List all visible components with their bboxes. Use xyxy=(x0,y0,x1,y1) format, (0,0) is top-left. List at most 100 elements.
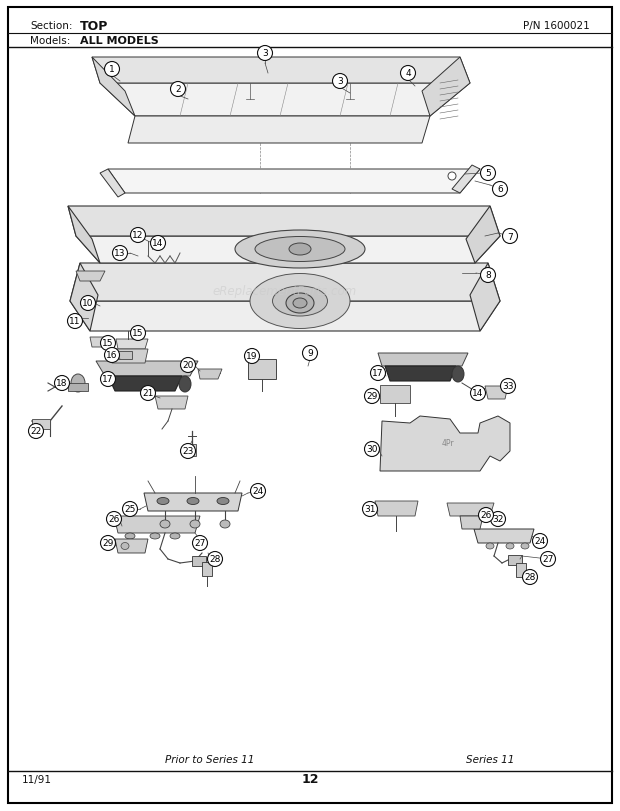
Circle shape xyxy=(170,83,185,97)
Circle shape xyxy=(55,376,69,391)
Text: 9: 9 xyxy=(307,349,313,358)
Text: 28: 28 xyxy=(210,555,221,564)
Text: 14: 14 xyxy=(472,389,484,398)
Ellipse shape xyxy=(235,230,365,268)
Circle shape xyxy=(130,228,146,243)
Polygon shape xyxy=(385,367,456,381)
Circle shape xyxy=(365,442,379,457)
Circle shape xyxy=(123,502,138,517)
Ellipse shape xyxy=(452,367,464,383)
Circle shape xyxy=(533,534,547,549)
Bar xyxy=(202,562,212,577)
Polygon shape xyxy=(198,370,222,380)
Circle shape xyxy=(363,502,378,517)
Text: 4Pr: 4Pr xyxy=(441,439,454,448)
Circle shape xyxy=(192,536,208,551)
Circle shape xyxy=(479,508,494,523)
Text: 29: 29 xyxy=(366,392,378,401)
Circle shape xyxy=(107,512,122,527)
Text: 32: 32 xyxy=(492,515,503,524)
Ellipse shape xyxy=(217,498,229,505)
Text: 3: 3 xyxy=(262,49,268,58)
Ellipse shape xyxy=(255,237,345,262)
Text: 33: 33 xyxy=(502,382,514,391)
Polygon shape xyxy=(447,504,494,517)
Text: 3: 3 xyxy=(337,77,343,87)
Polygon shape xyxy=(380,417,510,471)
Text: 28: 28 xyxy=(525,573,536,581)
Circle shape xyxy=(130,326,146,341)
Text: 12: 12 xyxy=(132,231,144,240)
Text: 5: 5 xyxy=(485,169,491,178)
Circle shape xyxy=(141,386,156,401)
Polygon shape xyxy=(474,530,534,543)
Text: Series 11: Series 11 xyxy=(466,754,514,764)
Polygon shape xyxy=(96,362,198,376)
Polygon shape xyxy=(70,264,500,302)
Circle shape xyxy=(105,348,120,363)
Circle shape xyxy=(480,166,495,182)
Ellipse shape xyxy=(121,543,129,550)
Circle shape xyxy=(100,372,115,387)
Circle shape xyxy=(208,551,223,567)
Text: 26: 26 xyxy=(480,511,492,520)
Polygon shape xyxy=(76,237,500,264)
Text: eReplacementParts.com: eReplacementParts.com xyxy=(213,285,357,298)
Ellipse shape xyxy=(125,534,135,539)
Text: 20: 20 xyxy=(182,361,193,370)
Text: 8: 8 xyxy=(485,271,491,280)
Circle shape xyxy=(244,349,260,364)
Text: Models:: Models: xyxy=(30,36,71,46)
Circle shape xyxy=(105,62,120,77)
Circle shape xyxy=(371,366,386,381)
Text: 11: 11 xyxy=(69,317,81,326)
Polygon shape xyxy=(70,302,500,332)
Ellipse shape xyxy=(150,534,160,539)
Polygon shape xyxy=(100,169,125,198)
Text: 12: 12 xyxy=(301,773,319,786)
Ellipse shape xyxy=(157,498,169,505)
Ellipse shape xyxy=(521,543,529,549)
Bar xyxy=(248,359,276,380)
Bar xyxy=(508,556,522,565)
Text: 24: 24 xyxy=(534,537,546,546)
Text: 10: 10 xyxy=(82,299,94,308)
Bar xyxy=(192,556,206,566)
Text: 29: 29 xyxy=(102,539,113,547)
Text: ALL MODELS: ALL MODELS xyxy=(80,36,159,46)
Circle shape xyxy=(250,484,265,499)
Text: 24: 24 xyxy=(252,487,264,496)
Polygon shape xyxy=(76,272,105,281)
Polygon shape xyxy=(422,58,470,117)
Ellipse shape xyxy=(293,298,307,309)
Text: 31: 31 xyxy=(365,505,376,514)
Ellipse shape xyxy=(71,375,85,393)
Ellipse shape xyxy=(187,498,199,505)
Circle shape xyxy=(180,444,195,459)
Ellipse shape xyxy=(250,274,350,329)
Bar xyxy=(68,384,88,392)
Polygon shape xyxy=(90,337,110,348)
Text: Section:: Section: xyxy=(30,21,73,31)
Circle shape xyxy=(29,424,43,439)
Circle shape xyxy=(303,346,317,361)
Text: 17: 17 xyxy=(372,369,384,378)
Polygon shape xyxy=(460,517,483,530)
Text: 19: 19 xyxy=(246,352,258,361)
Text: 26: 26 xyxy=(108,515,120,524)
Text: 30: 30 xyxy=(366,445,378,454)
Polygon shape xyxy=(378,354,468,367)
Circle shape xyxy=(502,230,518,244)
Circle shape xyxy=(490,512,505,527)
Text: 27: 27 xyxy=(542,555,554,564)
Circle shape xyxy=(448,173,456,181)
Ellipse shape xyxy=(506,543,514,549)
Text: 25: 25 xyxy=(125,505,136,514)
Circle shape xyxy=(100,536,115,551)
Bar xyxy=(32,419,50,430)
Polygon shape xyxy=(466,207,500,264)
Polygon shape xyxy=(470,264,500,332)
Polygon shape xyxy=(92,58,470,84)
Circle shape xyxy=(500,379,515,394)
Polygon shape xyxy=(68,207,100,264)
